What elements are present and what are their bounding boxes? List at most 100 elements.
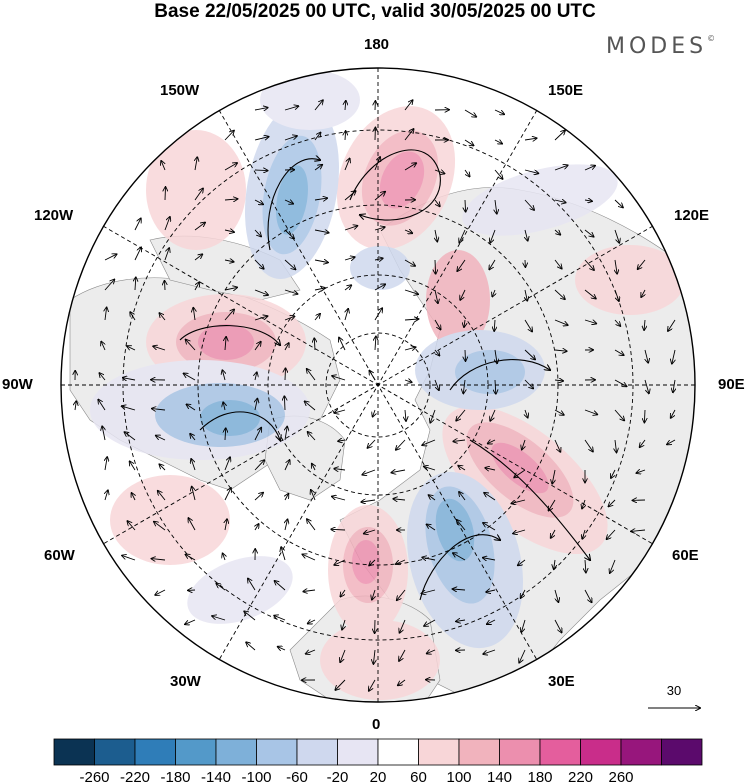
wind-vector-arrow: [393, 499, 406, 500]
wind-vector-arrow: [494, 140, 502, 144]
wind-vector-arrow: [332, 376, 346, 381]
wind-vector-arrow: [161, 161, 165, 171]
wind-vector-arrow: [671, 409, 676, 418]
wind-vector-arrow: [460, 289, 466, 300]
wind-vector-arrow: [254, 229, 261, 237]
wind-vector-arrow: [224, 131, 234, 141]
wind-vector-arrow: [274, 616, 286, 621]
wind-vector-arrow: [611, 469, 616, 478]
wind-vector-arrow: [607, 529, 616, 539]
anomaly-neg-8: [260, 70, 360, 130]
wind-vector-arrow: [308, 432, 316, 441]
wind-vector-arrow: [373, 409, 375, 417]
wind-vector-arrow: [404, 163, 416, 171]
colorbar-label: -20: [327, 769, 349, 783]
wind-vector-arrow: [122, 556, 136, 561]
wind-vector-arrow: [332, 497, 346, 501]
wind-vector-arrow: [369, 371, 376, 381]
colorbar-swatch: [539, 738, 581, 766]
wind-vector-arrow: [338, 440, 346, 441]
wind-vector-arrow: [519, 649, 526, 663]
wind-vector-arrow: [369, 559, 376, 566]
wind-vector-arrow: [254, 289, 268, 295]
wind-vector-arrow: [494, 109, 504, 114]
wind-vector-arrow: [391, 470, 406, 473]
wind-vector-arrow: [254, 316, 268, 321]
wind-vector-arrow: [513, 529, 526, 534]
wind-vector-arrow: [285, 427, 287, 441]
lon-label-90e: 90E: [718, 376, 745, 393]
wind-vector-arrow: [404, 319, 419, 320]
wind-vector-arrow: [186, 555, 196, 561]
wind-vector-arrow: [248, 579, 256, 591]
wind-vector-arrow: [303, 590, 316, 592]
wind-vector-arrow: [435, 349, 439, 356]
wind-vector-arrow: [374, 308, 382, 321]
wind-vector-arrow: [255, 372, 257, 381]
wind-vector-arrow: [584, 166, 595, 171]
wind-vector-arrow: [216, 584, 226, 591]
colorbar-swatch: [580, 738, 622, 766]
colorbar-swatch: [458, 738, 500, 766]
wind-vector-arrow: [483, 649, 496, 654]
wind-vector-arrow: [224, 287, 237, 290]
wind-vector-arrow: [521, 589, 526, 598]
wind-vector-arrow: [457, 520, 466, 531]
wind-vector-arrow: [284, 136, 297, 141]
wind-vector-arrow: [464, 169, 470, 177]
wind-vector-arrow: [524, 199, 534, 210]
colorbar-swatch: [661, 738, 703, 766]
wind-vector-arrow: [465, 349, 466, 361]
wind-vector-arrow: [435, 289, 438, 303]
wind-vector-arrow: [254, 493, 263, 501]
anomaly-pos-4c: [352, 540, 380, 584]
wind-vector-arrow: [369, 679, 376, 691]
lon-label-120w: 120W: [34, 207, 74, 224]
wind-vector-arrow: [404, 289, 418, 294]
lon-label-150w: 150W: [160, 82, 200, 99]
wind-vector-arrow: [159, 313, 166, 321]
wind-vector-arrow: [75, 401, 76, 411]
wind-vector-arrow: [342, 619, 345, 630]
wind-vector-arrow: [284, 259, 295, 269]
wind-vector-arrow: [427, 524, 436, 531]
wind-vector-arrow: [302, 554, 316, 561]
wind-vector-arrow: [185, 619, 196, 624]
wind-vector-arrow: [152, 409, 166, 410]
wind-vector-arrow: [429, 495, 436, 501]
wind-vector-arrow: [314, 260, 328, 263]
wind-vector-arrow: [422, 557, 436, 560]
lon-label-30e: 30E: [548, 673, 575, 690]
wind-vector-arrow: [585, 559, 586, 573]
wind-vector-arrow: [554, 380, 563, 381]
wind-vector-arrow: [194, 189, 203, 201]
modes-logo-text: MODES: [606, 34, 708, 59]
wind-vector-arrow: [224, 230, 234, 232]
wind-vector-arrow: [307, 519, 316, 531]
wind-vector-arrow: [525, 289, 527, 301]
wind-vector-arrow: [368, 439, 376, 448]
wind-vector-arrow: [314, 338, 315, 351]
wind-vector-arrow: [105, 490, 108, 501]
anomaly-pos-8: [110, 475, 230, 565]
wind-vector-arrow: [125, 432, 136, 441]
wind-vector-arrow: [404, 259, 415, 266]
wind-vector-arrow: [194, 223, 205, 231]
wind-vector-arrow: [284, 200, 293, 204]
wind-vector-arrow: [184, 374, 196, 381]
wind-vector-arrow: [165, 187, 166, 201]
wind-vector-arrow: [344, 159, 350, 171]
colorbar-swatch: [377, 738, 419, 766]
wind-vector-arrow: [187, 404, 196, 411]
wind-vector-arrow: [311, 490, 316, 501]
wind-vectors: [75, 100, 675, 691]
wind-vector-arrow: [434, 319, 441, 330]
wind-vector-arrow: [254, 137, 269, 141]
colorbar-swatch: [53, 738, 95, 766]
wind-vector-arrow: [224, 488, 231, 501]
wind-vector-arrow: [492, 289, 495, 297]
wind-vector-arrow: [135, 277, 136, 291]
wind-vector-arrow: [331, 529, 346, 530]
wind-vector-arrow: [614, 289, 619, 301]
